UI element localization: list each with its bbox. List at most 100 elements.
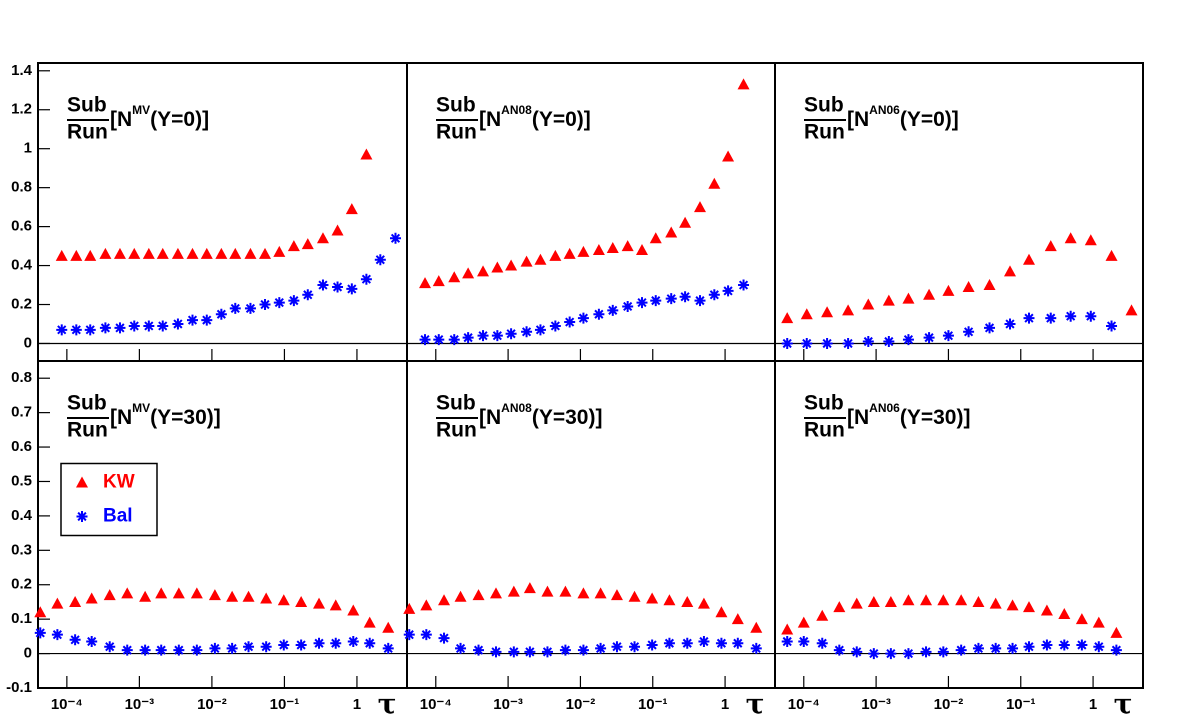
triangle-marker bbox=[577, 245, 590, 257]
triangle-marker bbox=[99, 247, 112, 259]
triangle-marker bbox=[121, 587, 134, 599]
asterisk-marker bbox=[990, 642, 1002, 654]
triangle-marker bbox=[681, 595, 694, 607]
triangle-marker bbox=[489, 587, 502, 599]
x-tick-label: 10⁻⁴ bbox=[788, 696, 820, 713]
title-numerator: Sub bbox=[67, 392, 107, 415]
asterisk-marker bbox=[595, 642, 607, 654]
triangle-marker bbox=[76, 476, 88, 488]
asterisk-marker bbox=[942, 330, 954, 342]
triangle-marker bbox=[902, 594, 915, 606]
triangle-marker bbox=[592, 243, 605, 255]
triangle-marker bbox=[737, 78, 750, 90]
y-tick-label: 0.2 bbox=[11, 295, 32, 312]
triangle-marker bbox=[34, 606, 47, 618]
asterisk-marker bbox=[302, 289, 314, 301]
triangle-marker bbox=[454, 590, 467, 602]
asterisk-marker bbox=[313, 637, 325, 649]
triangle-marker bbox=[277, 594, 290, 606]
triangle-marker bbox=[942, 284, 955, 296]
title-main: [NAN08(Y=30)] bbox=[479, 401, 602, 428]
asterisk-marker bbox=[273, 297, 285, 309]
title-suffix: (Y=30)] bbox=[532, 406, 603, 429]
title-superscript: AN06 bbox=[869, 103, 900, 117]
triangle-marker bbox=[51, 597, 64, 609]
asterisk-marker bbox=[541, 646, 553, 658]
asterisk-marker bbox=[420, 629, 432, 641]
triangle-marker bbox=[316, 232, 329, 244]
triangle-marker bbox=[273, 245, 286, 257]
asterisk-marker bbox=[433, 334, 445, 346]
x-tick-label: 1 bbox=[1089, 696, 1097, 713]
triangle-marker bbox=[594, 587, 607, 599]
legend-label: Bal bbox=[103, 506, 133, 527]
triangle-marker bbox=[610, 589, 623, 601]
y-tick-label: 0.6 bbox=[11, 438, 32, 455]
triangle-marker bbox=[750, 621, 763, 633]
title-numerator: Sub bbox=[67, 94, 107, 117]
title-numerator: Sub bbox=[436, 392, 476, 415]
triangle-marker bbox=[507, 585, 520, 597]
triangle-marker bbox=[781, 623, 794, 635]
title-suffix: (Y=30)] bbox=[150, 406, 221, 429]
asterisk-marker bbox=[694, 295, 706, 307]
x-tick-label: 1 bbox=[721, 696, 729, 713]
triangle-marker bbox=[1003, 265, 1016, 277]
triangle-marker bbox=[850, 597, 863, 609]
title-main: [NMV(Y=30)] bbox=[110, 401, 221, 428]
title-denominator: Run bbox=[436, 419, 477, 442]
asterisk-marker bbox=[750, 642, 762, 654]
asterisk-marker bbox=[455, 642, 467, 654]
asterisk-marker bbox=[524, 646, 536, 658]
asterisk-marker bbox=[172, 318, 184, 330]
title-prefix: [N bbox=[847, 108, 869, 131]
x-tick-label: 10⁻³ bbox=[125, 696, 155, 713]
asterisk-marker bbox=[1023, 312, 1035, 324]
triangle-marker bbox=[462, 267, 475, 279]
title-suffix: (Y=0)] bbox=[900, 108, 959, 131]
x-tick-label: 10⁻³ bbox=[861, 696, 891, 713]
asterisk-marker bbox=[920, 646, 932, 658]
asterisk-marker bbox=[577, 644, 589, 656]
asterisk-marker bbox=[490, 646, 502, 658]
triangle-marker bbox=[663, 594, 676, 606]
triangle-marker bbox=[606, 242, 619, 254]
triangle-marker bbox=[70, 249, 83, 261]
asterisk-marker bbox=[332, 281, 344, 293]
triangle-marker bbox=[200, 247, 213, 259]
asterisk-marker bbox=[139, 644, 151, 656]
title-superscript: AN08 bbox=[501, 401, 532, 415]
x-tick-label: 10⁻² bbox=[934, 696, 964, 713]
asterisk-marker bbox=[629, 641, 641, 653]
triangle-marker bbox=[621, 240, 634, 252]
triangle-marker bbox=[1084, 234, 1097, 246]
triangle-marker bbox=[403, 602, 416, 614]
asterisk-marker bbox=[374, 254, 386, 266]
triangle-marker bbox=[816, 609, 829, 621]
asterisk-marker bbox=[679, 291, 691, 303]
triangle-marker bbox=[208, 589, 221, 601]
asterisk-marker bbox=[862, 336, 874, 348]
asterisk-marker bbox=[477, 330, 489, 342]
x-tick-label: 10⁻¹ bbox=[1006, 696, 1036, 713]
asterisk-marker bbox=[816, 637, 828, 649]
y-tick-label: 0.4 bbox=[11, 257, 33, 274]
asterisk-marker bbox=[448, 334, 460, 346]
asterisk-marker bbox=[1093, 641, 1105, 653]
asterisk-marker bbox=[732, 637, 744, 649]
triangle-marker bbox=[1092, 616, 1105, 628]
asterisk-marker bbox=[86, 636, 98, 648]
asterisk-marker bbox=[549, 320, 561, 332]
triangle-marker bbox=[190, 587, 203, 599]
asterisk-marker bbox=[534, 324, 546, 336]
asterisk-marker bbox=[84, 324, 96, 336]
triangle-marker bbox=[419, 277, 432, 289]
panel: Sub Run[NAN08(Y=0)] bbox=[406, 62, 776, 362]
title-superscript: AN06 bbox=[869, 401, 900, 415]
title-suffix: (Y=0)] bbox=[532, 108, 591, 131]
triangle-marker bbox=[287, 240, 300, 252]
triangle-marker bbox=[797, 616, 810, 628]
asterisk-marker bbox=[403, 629, 415, 641]
triangle-marker bbox=[1064, 232, 1077, 244]
asterisk-marker bbox=[508, 646, 520, 658]
